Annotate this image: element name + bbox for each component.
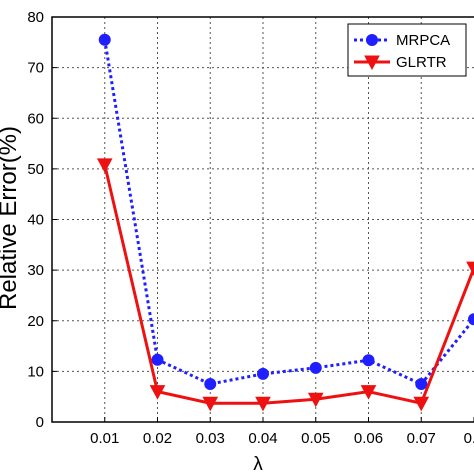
legend-box: [347, 23, 467, 77]
x-tick-label: 0.05: [301, 430, 330, 447]
legend-marker: [364, 55, 380, 71]
data-point: [151, 353, 164, 366]
data-point: [309, 361, 322, 374]
y-tick-label: 10: [27, 363, 44, 380]
x-tick-label: 0.0: [464, 430, 474, 447]
series-mrpca: [98, 33, 474, 391]
x-tick-label: 0.01: [90, 430, 119, 447]
series-line: [103, 39, 474, 386]
data-point: [362, 354, 375, 367]
y-tick-label: 30: [27, 262, 44, 279]
data-point: [98, 33, 111, 46]
data-point: [257, 367, 269, 380]
data-point: [468, 313, 474, 326]
legend-marker: [366, 34, 378, 46]
y-tick-label: 20: [27, 313, 44, 330]
y-axis: 0 10 20 30 40 50 60 70 80: [27, 9, 57, 431]
y-tick-label: 60: [27, 110, 44, 127]
data-point: [307, 392, 324, 408]
y-tick-label: 0: [36, 414, 44, 431]
data-point: [149, 385, 166, 400]
data-point: [255, 396, 271, 412]
x-tick-label: 0.03: [196, 430, 225, 447]
x-axis: 0.01 0.02 0.03 0.04 0.05 0.06 0.07 0.0: [90, 417, 474, 447]
data-point: [204, 378, 217, 391]
data-point: [415, 378, 428, 391]
data-point: [413, 396, 430, 412]
legend-label: GLRTR: [396, 54, 447, 71]
data-point: [202, 396, 219, 412]
x-tick-label: 0.06: [354, 430, 383, 447]
data-point: [96, 158, 113, 173]
y-tick-label: 80: [27, 9, 44, 26]
series-layer: [96, 33, 474, 412]
series-glrtr: [96, 158, 474, 412]
y-tick-label: 40: [27, 212, 44, 229]
grid: [52, 17, 474, 422]
data-point: [360, 385, 377, 400]
data-point: [466, 261, 474, 277]
x-axis-label: λ: [253, 454, 263, 474]
series-line: [103, 164, 474, 406]
legend-label: MRPCA: [396, 32, 450, 49]
legend: MRPCA GLRTR: [347, 23, 467, 77]
y-tick-label: 50: [27, 161, 44, 178]
y-tick-label: 70: [27, 60, 44, 77]
y-axis-label: Relative Error(%): [0, 126, 22, 310]
x-tick-label: 0.07: [407, 430, 436, 447]
x-tick-label: 0.04: [248, 430, 277, 447]
x-tick-label: 0.02: [143, 430, 172, 447]
